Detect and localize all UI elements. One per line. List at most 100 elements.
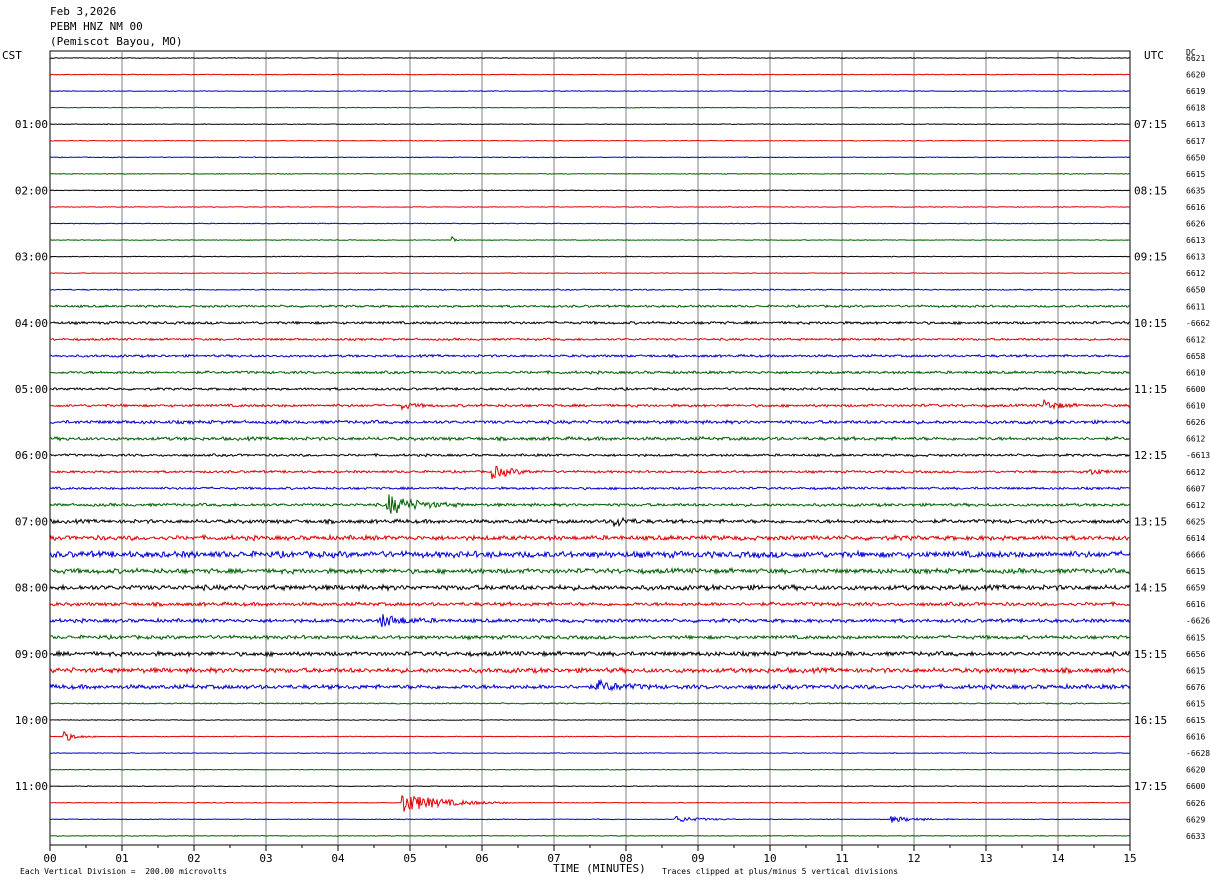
- seismic-trace: [49, 90, 1131, 93]
- seismic-trace: [49, 304, 1131, 309]
- seismic-trace: [49, 205, 1131, 208]
- dc-offset-label: 6626: [1186, 418, 1205, 427]
- cst-hour-label: 01:00: [15, 118, 48, 131]
- utc-hour-label: 13:15: [1134, 515, 1167, 528]
- dc-offset-label: 6620: [1186, 766, 1205, 775]
- dc-offset-label: 6618: [1186, 104, 1205, 113]
- dc-offset-label: 6616: [1186, 600, 1205, 609]
- left-timezone-label: CST: [2, 49, 22, 62]
- seismic-trace: [50, 719, 1130, 721]
- seismic-trace: [49, 56, 1131, 59]
- seismic-trace: [49, 785, 1131, 788]
- cst-hour-label: 03:00: [15, 251, 48, 264]
- cst-hour-label: 02:00: [15, 184, 48, 197]
- seismic-trace: [49, 834, 1131, 837]
- dc-offset-label: 6610: [1186, 402, 1205, 411]
- dc-offset-label: 6676: [1186, 683, 1205, 692]
- dc-offset-label: 6659: [1186, 584, 1205, 593]
- seismic-trace: [50, 465, 1131, 480]
- seismic-trace: [49, 398, 1131, 412]
- dc-offset-label: 6612: [1186, 335, 1205, 344]
- seismic-trace: [50, 337, 1131, 342]
- dc-offset-label: 6615: [1186, 666, 1205, 675]
- seismic-trace: [49, 614, 1131, 628]
- seismic-trace: [49, 583, 1131, 593]
- dc-offset-label: 6615: [1186, 716, 1205, 725]
- x-tick-label: 01: [115, 852, 128, 865]
- utc-hour-label: 16:15: [1134, 714, 1167, 727]
- seismic-trace: [49, 566, 1131, 576]
- dc-offset-label: 6613: [1186, 253, 1205, 262]
- dc-offset-label: -6613: [1186, 451, 1210, 460]
- dc-offset-label: 6650: [1186, 153, 1205, 162]
- seismic-trace: [49, 255, 1131, 258]
- dc-offset-label: -6662: [1186, 319, 1210, 328]
- seismic-trace: [49, 633, 1131, 641]
- x-tick-label: 05: [403, 852, 416, 865]
- dc-offset-label: 6633: [1186, 832, 1205, 841]
- station-code: PEBM HNZ NM 00: [50, 20, 143, 33]
- utc-hour-label: 07:15: [1134, 118, 1167, 131]
- right-timezone-label: UTC: [1144, 49, 1164, 62]
- utc-hour-label: 09:15: [1134, 251, 1167, 264]
- seismic-trace: [49, 494, 1131, 514]
- seismic-trace: [49, 678, 1131, 692]
- seismic-trace: [49, 730, 1131, 741]
- x-tick-label: 13: [979, 852, 992, 865]
- dc-offset-label: 6616: [1186, 733, 1205, 742]
- cst-hour-label: 11:00: [15, 780, 48, 793]
- seismic-trace: [49, 320, 1131, 326]
- seismic-trace: [49, 123, 1131, 126]
- dc-offset-label: 6615: [1186, 633, 1205, 642]
- utc-hour-label: 14:15: [1134, 582, 1167, 595]
- x-tick-label: 03: [259, 852, 272, 865]
- dc-offset-label: 6610: [1186, 368, 1205, 377]
- cst-hour-label: 10:00: [15, 714, 48, 727]
- cst-hour-label: 05:00: [15, 383, 48, 396]
- seismic-trace: [49, 369, 1131, 375]
- x-tick-label: 12: [907, 852, 920, 865]
- station-location: (Pemiscot Bayou, MO): [50, 35, 183, 48]
- seismic-trace: [49, 452, 1131, 458]
- seismic-trace: [49, 435, 1131, 443]
- dc-offset-label: 6600: [1186, 782, 1205, 791]
- x-tick-label: 15: [1123, 852, 1136, 865]
- dc-offset-label: 6613: [1186, 120, 1205, 129]
- x-tick-label: 04: [331, 852, 345, 865]
- dc-offset-label: 6613: [1186, 236, 1205, 245]
- dc-offset-label: 6607: [1186, 484, 1205, 493]
- seismic-trace: [49, 666, 1131, 675]
- x-tick-label: 14: [1051, 852, 1065, 865]
- dc-offset-label: 6658: [1186, 352, 1205, 361]
- dc-offset-label: 6600: [1186, 385, 1205, 394]
- seismic-trace: [50, 702, 1131, 705]
- dc-offset-label: 6629: [1186, 815, 1205, 824]
- cst-hour-label: 06:00: [15, 449, 48, 462]
- dc-offset-label: 6656: [1186, 650, 1205, 659]
- x-tick-label: 08: [619, 852, 632, 865]
- seismic-trace: [49, 533, 1130, 542]
- dc-offset-label: 6666: [1186, 551, 1205, 560]
- dc-offset-label: 6612: [1186, 468, 1205, 477]
- seismic-trace: [49, 386, 1131, 392]
- dc-offset-label: 6616: [1186, 203, 1205, 212]
- dc-offset-label: 6615: [1186, 699, 1205, 708]
- clip-note: Traces clipped at plus/minus 5 vertical …: [662, 867, 899, 876]
- dc-offset-label: 6626: [1186, 799, 1205, 808]
- seismic-trace: [49, 516, 1131, 527]
- dc-offset-label: 6615: [1186, 170, 1205, 179]
- dc-offset-label: 6625: [1186, 517, 1205, 526]
- dc-offset-label: 6620: [1186, 71, 1205, 80]
- utc-hour-label: 10:15: [1134, 317, 1167, 330]
- dc-offset-header: DC: [1186, 48, 1196, 57]
- x-axis-title: TIME (MINUTES): [553, 862, 646, 875]
- dc-offset-label: -6628: [1186, 749, 1210, 758]
- x-tick-label: 09: [691, 852, 704, 865]
- dc-offset-label: 6621: [1186, 54, 1205, 63]
- x-tick-label: 10: [763, 852, 776, 865]
- cst-hour-label: 08:00: [15, 582, 48, 595]
- cst-hour-label: 04:00: [15, 317, 48, 330]
- x-tick-label: 06: [475, 852, 488, 865]
- dc-offset-label: 6617: [1186, 137, 1205, 146]
- utc-hour-label: 15:15: [1134, 648, 1167, 661]
